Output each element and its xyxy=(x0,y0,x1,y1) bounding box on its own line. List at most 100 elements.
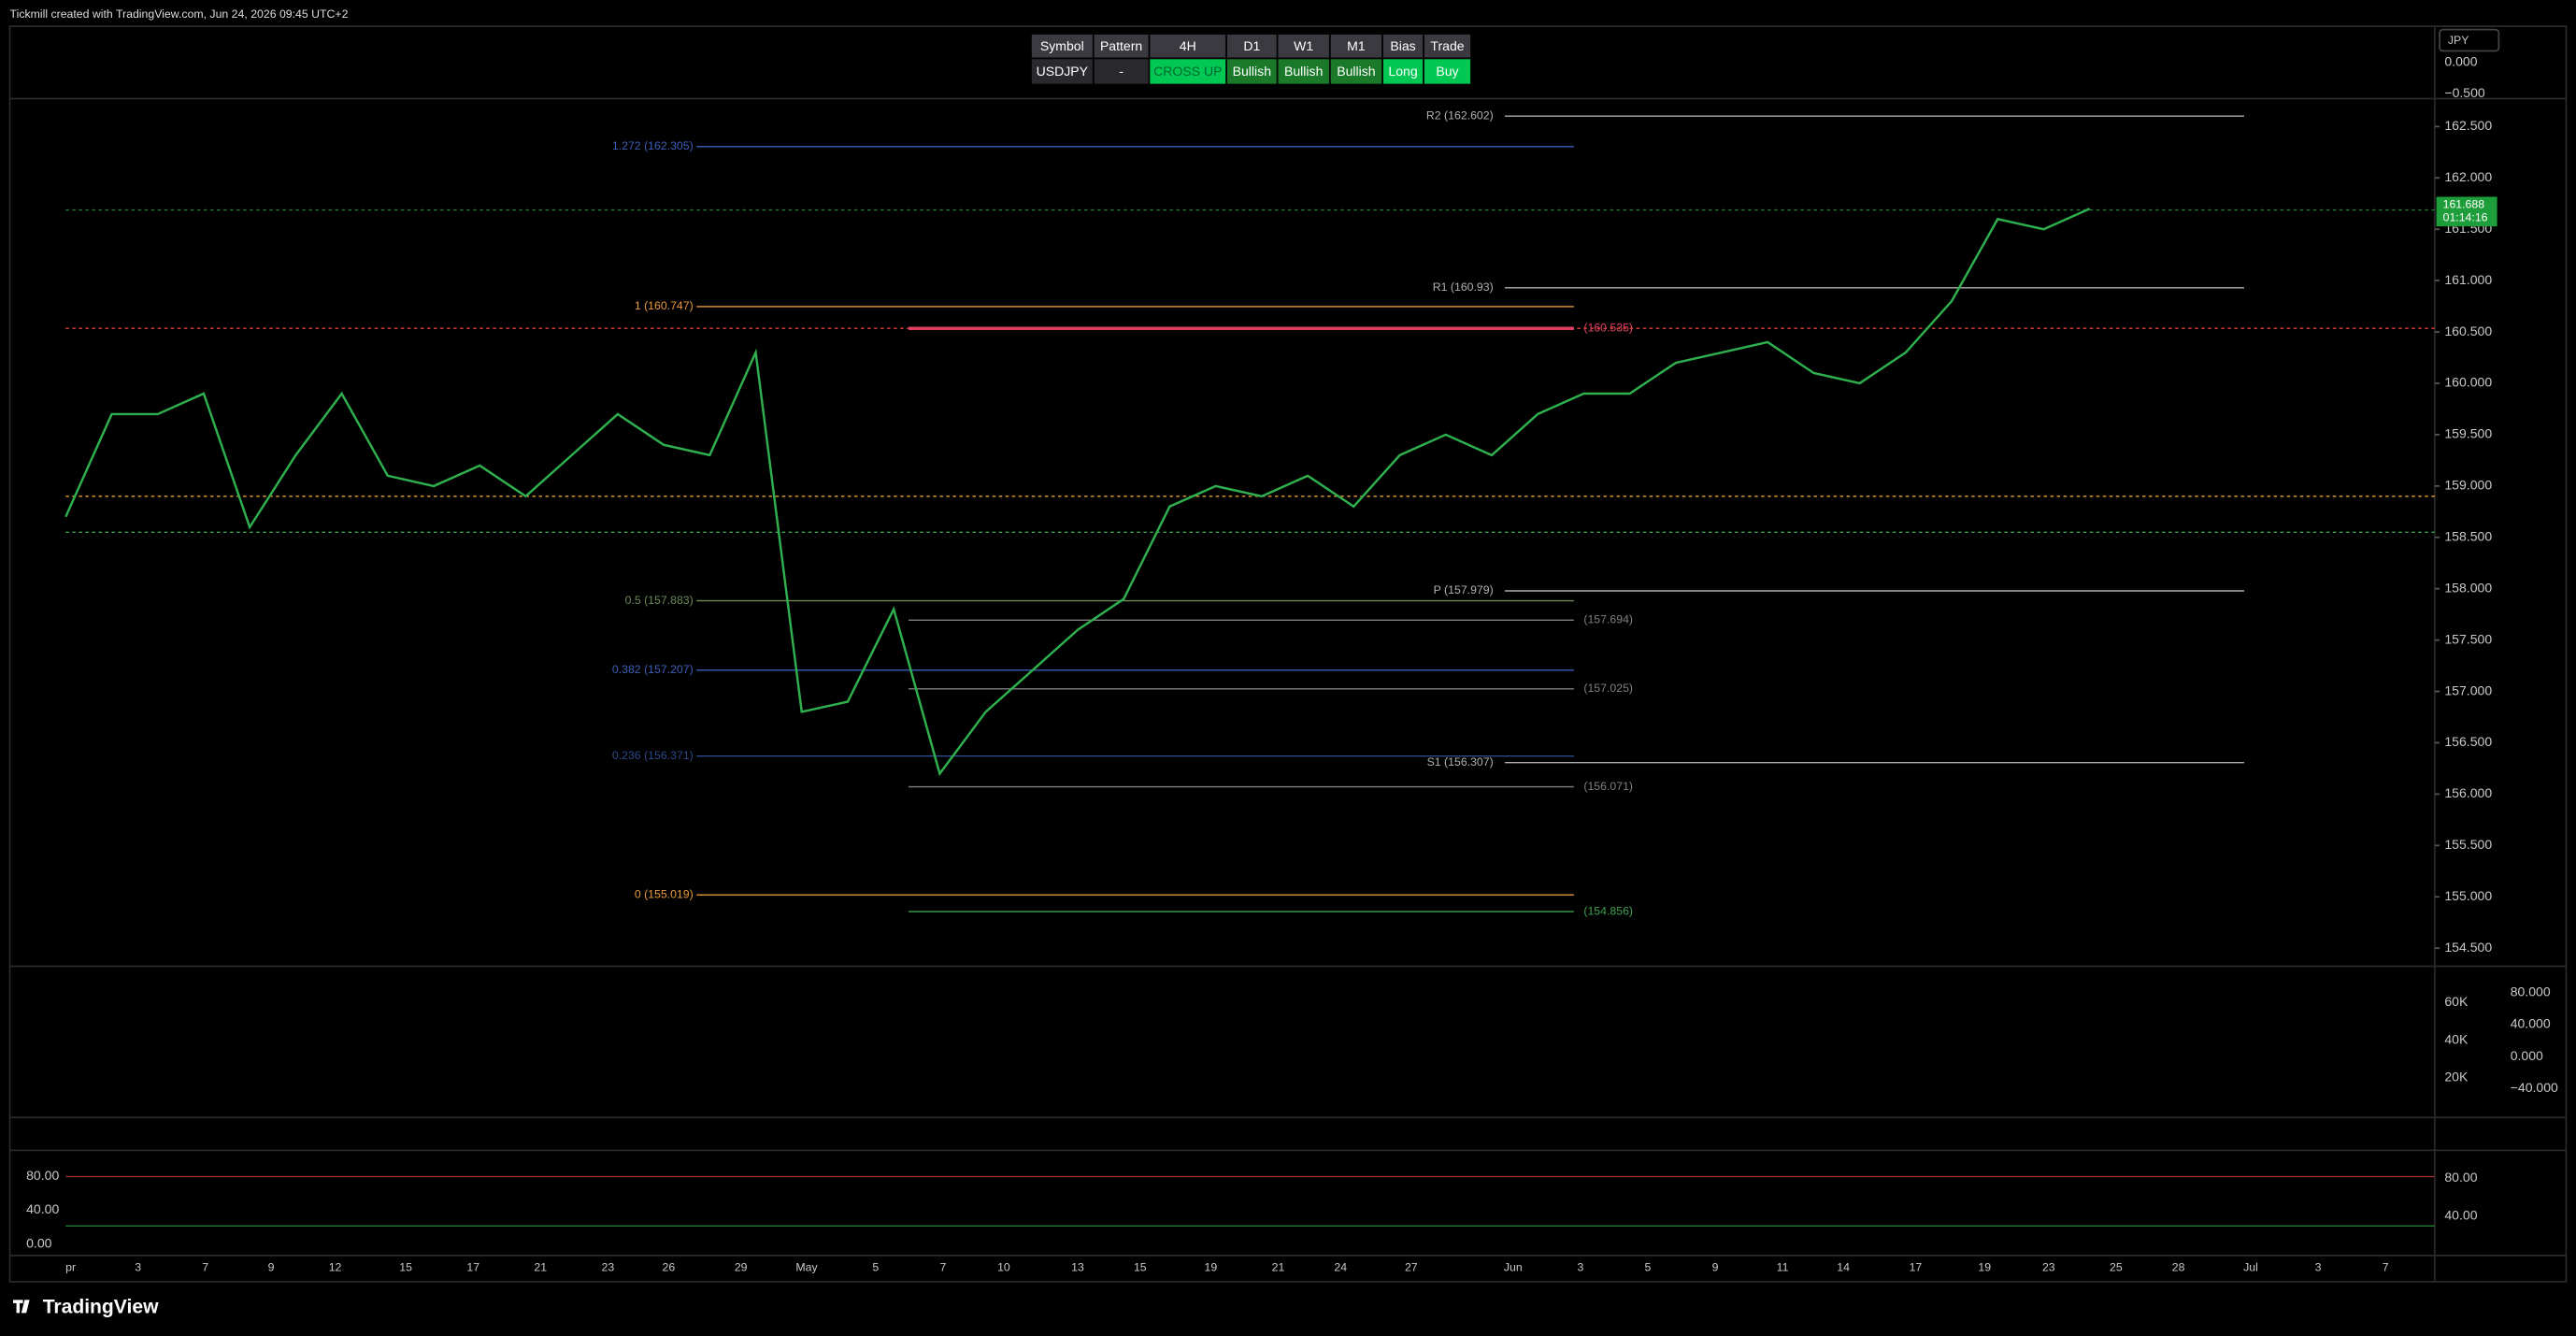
y-tick-label: 161.000 xyxy=(2444,272,2492,287)
x-tick-label: 3 xyxy=(2315,1260,2322,1273)
table-value: USDJPY xyxy=(1037,64,1089,79)
table-header: Trade xyxy=(1430,38,1464,53)
x-tick-label: pr xyxy=(65,1260,76,1273)
price-line xyxy=(64,208,2091,777)
status-table: Symbol USDJPY Pattern - 4H CROSS UP D1 Bullish W… xyxy=(1031,34,1471,84)
y-tick-label: 154.500 xyxy=(2444,940,2492,955)
x-tick-label: 9 xyxy=(1712,1260,1719,1273)
x-tick-label: 25 xyxy=(2110,1260,2123,1273)
table-value: CROSS UP xyxy=(1153,64,1222,79)
table-header: 4H xyxy=(1180,38,1196,53)
table-header-cell xyxy=(1382,34,1424,58)
volume-axis-label: 40K xyxy=(2444,1031,2469,1046)
table-header-cell xyxy=(1150,34,1226,58)
level-label: 0.382 (157.207) xyxy=(612,663,694,676)
level-label: 0.236 (156.371) xyxy=(612,749,694,762)
y-tick-label: 159.000 xyxy=(2444,478,2492,493)
stoch-left-label: 40.00 xyxy=(26,1201,59,1216)
level-label: (160.535) xyxy=(1583,321,1633,334)
top-axis-label: 0.000 xyxy=(2444,54,2477,69)
x-tick-label: 19 xyxy=(1978,1260,1991,1273)
x-tick-label: 7 xyxy=(939,1260,946,1273)
y-tick-label: 160.000 xyxy=(2444,375,2492,390)
x-tick-label: 12 xyxy=(329,1260,342,1273)
table-cell xyxy=(1330,59,1382,84)
x-tick-label: 15 xyxy=(1134,1260,1147,1273)
currency-box[interactable] xyxy=(2439,28,2500,52)
x-tick-label: 5 xyxy=(872,1260,879,1273)
table-value: Buy xyxy=(1436,64,1458,79)
x-tick-label: 19 xyxy=(1205,1260,1218,1273)
y-tick-label: 158.500 xyxy=(2444,528,2492,543)
stoch-left-label: 80.00 xyxy=(26,1168,59,1183)
y-tick-label: 157.000 xyxy=(2444,682,2492,697)
table-value: Bullish xyxy=(1337,64,1375,79)
level-label: 1 (160.747) xyxy=(635,299,694,312)
level-label: 0 (155.019) xyxy=(635,887,694,900)
x-tick-label: May xyxy=(795,1260,818,1273)
y-tick-label: 158.000 xyxy=(2444,580,2492,595)
x-tick-label: Jul xyxy=(2243,1260,2258,1273)
y-tick-label: 155.500 xyxy=(2444,837,2492,852)
x-tick-label: 14 xyxy=(1837,1260,1850,1273)
level-label: (154.856) xyxy=(1583,904,1633,917)
x-tick-label: 10 xyxy=(997,1260,1010,1273)
y-tick-label: 156.000 xyxy=(2444,785,2492,800)
header-caption: Tickmill created with TradingView.com, J… xyxy=(10,7,349,21)
table-header-cell xyxy=(1278,34,1329,58)
table-header-cell xyxy=(1424,34,1471,58)
x-tick-label: 15 xyxy=(399,1260,412,1273)
level-label: R1 (160.93) xyxy=(1433,280,1494,294)
currency: JPY xyxy=(2448,34,2469,47)
stoch-left-label: 0.00 xyxy=(26,1235,52,1250)
volume-axis-label: 60K xyxy=(2444,994,2469,1009)
table-header: Bias xyxy=(1390,38,1415,53)
x-tick-label: 23 xyxy=(2042,1260,2055,1273)
footer-brand[interactable]: TradingView xyxy=(43,1297,159,1318)
table-value: Bullish xyxy=(1284,64,1323,79)
table-value: Long xyxy=(1388,64,1417,79)
countdown: 01:14:16 xyxy=(2443,211,2488,224)
table-cell xyxy=(1150,59,1226,84)
x-tick-label: 7 xyxy=(2383,1260,2389,1273)
x-tick-label: Jun xyxy=(1504,1260,1523,1273)
x-tick-label: 3 xyxy=(135,1260,141,1273)
x-tick-label: 28 xyxy=(2172,1260,2185,1273)
table-header: W1 xyxy=(1294,38,1313,53)
oscillator-axis-label: −40.000 xyxy=(2511,1080,2558,1095)
y-tick-label: 159.500 xyxy=(2444,426,2492,441)
level-label: (157.025) xyxy=(1583,682,1633,695)
x-tick-label: 21 xyxy=(534,1260,547,1273)
x-tick-label: 11 xyxy=(1777,1260,1789,1273)
x-tick-label: 24 xyxy=(1334,1260,1347,1273)
y-tick-label: 157.500 xyxy=(2444,631,2492,646)
x-tick-label: 17 xyxy=(1910,1260,1923,1273)
level-label: S1 (156.307) xyxy=(1427,755,1494,769)
oscillator-axis-label: 80.000 xyxy=(2511,984,2551,998)
table-cell xyxy=(1424,59,1471,84)
table-header: Pattern xyxy=(1100,38,1142,53)
table-cell xyxy=(1382,59,1424,84)
level-label: P (157.979) xyxy=(1434,583,1494,596)
table-header: Symbol xyxy=(1040,38,1084,53)
stoch-axis-label: 80.00 xyxy=(2444,1170,2477,1185)
table-header: D1 xyxy=(1243,38,1260,53)
chart-layers: 162.500162.000161.500161.000160.500160.0… xyxy=(26,54,2558,1274)
chart-frame xyxy=(8,25,2568,1283)
level-label: 0.5 (157.883) xyxy=(625,594,694,607)
table-cell xyxy=(1031,59,1093,84)
x-tick-label: 7 xyxy=(202,1260,208,1273)
level-label: (156.071) xyxy=(1583,780,1633,793)
current-price: 161.688 xyxy=(2443,198,2485,211)
y-tick-label: 155.000 xyxy=(2444,888,2492,903)
current-price-box xyxy=(2436,196,2497,227)
table-header-cell xyxy=(1330,34,1382,58)
x-tick-label: 21 xyxy=(1272,1260,1285,1273)
x-tick-label: 9 xyxy=(268,1260,275,1273)
table-header-cell xyxy=(1031,34,1093,58)
x-tick-label: 26 xyxy=(663,1260,676,1273)
x-tick-label: 29 xyxy=(735,1260,748,1273)
